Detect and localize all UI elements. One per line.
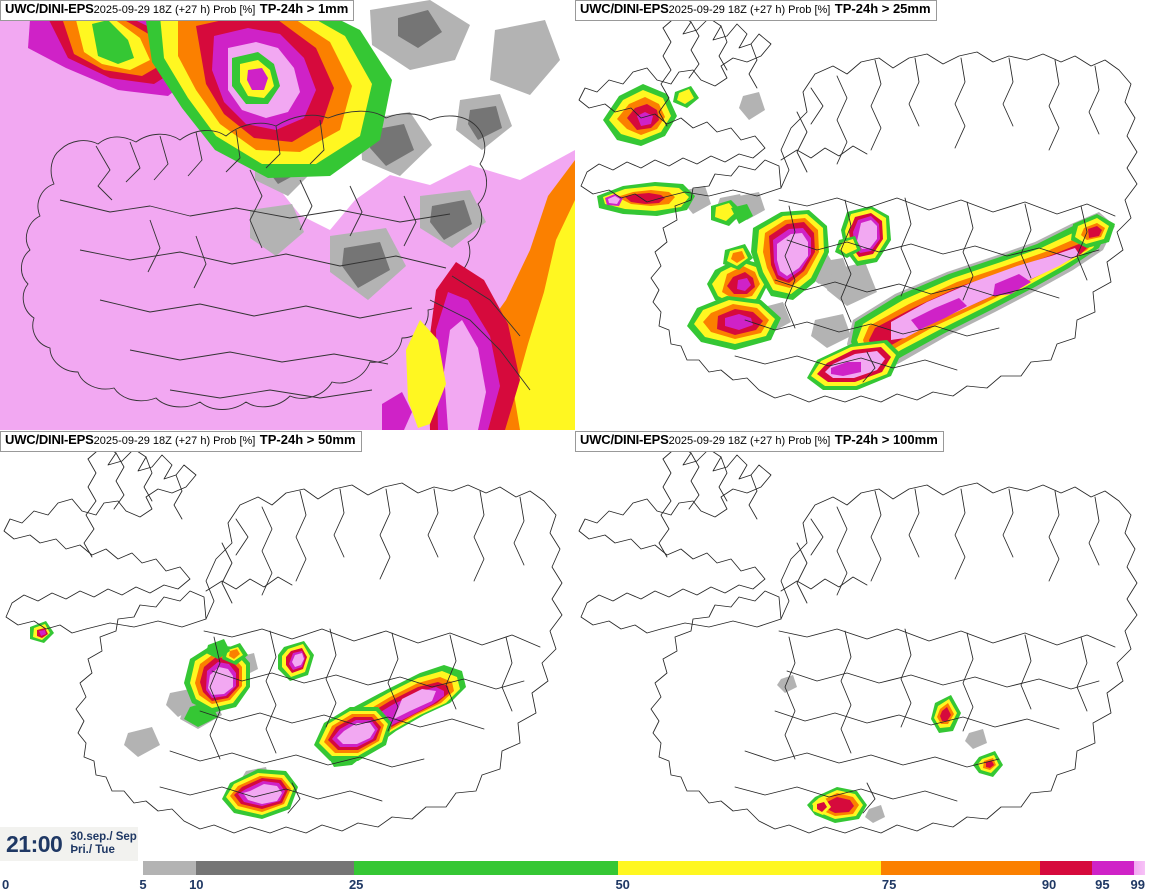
- colorbar-segment-green: [353, 861, 618, 875]
- valid-date: 30.sep./ Sep: [70, 831, 137, 843]
- colorbar-tick-10: 10: [189, 877, 204, 892]
- colorbar-tick-99: 99: [1130, 877, 1145, 892]
- probability-map-25mm: [575, 0, 1150, 430]
- colorbar-tick-25: 25: [348, 877, 364, 892]
- colorbar-segment-light-magenta: [1134, 861, 1145, 875]
- valid-time-box: 21:00 30.sep./ Sep Þri./ Tue: [0, 827, 138, 861]
- probability-map-1mm: [0, 0, 575, 430]
- colorbar-segment-yellow: [617, 861, 882, 875]
- legend-bar: 21:00 30.sep./ Sep Þri./ Tue 0 5 10 25 50 75 9…: [0, 827, 1150, 892]
- colorbar-segment-orange: [881, 861, 1040, 875]
- map-panel-tp24h-gt-1mm[interactable]: UWC/DINI-EPS2025-09-29 18Z (+27 h) Prob …: [0, 0, 575, 430]
- probability-map-100mm: [575, 431, 1150, 855]
- caption-model: UWC/DINI-EPS: [5, 432, 94, 447]
- colorbar-segment-magenta: [1092, 861, 1135, 875]
- colorbar-tick-75: 75: [881, 877, 897, 892]
- map-panel-tp24h-gt-50mm[interactable]: UWC/DINI-EPS2025-09-29 18Z (+27 h) Prob …: [0, 431, 575, 855]
- colorbar-segment-light-grey: [143, 861, 196, 875]
- colorbar-tick-0: 0: [2, 877, 10, 892]
- probability-colorbar[interactable]: [143, 861, 1145, 875]
- colorbar-tick-5: 5: [139, 877, 147, 892]
- colorbar-segment-crimson: [1039, 861, 1093, 875]
- colorbar-tick-50: 50: [615, 877, 630, 892]
- caption-parameter: TP-24h > 100mm: [834, 432, 938, 447]
- colorbar-segment-dark-grey: [195, 861, 354, 875]
- valid-date-column: 30.sep./ Sep Þri./ Tue: [70, 831, 136, 857]
- caption-model: UWC/DINI-EPS: [580, 432, 669, 447]
- colorbar-tick-90: 90: [1041, 877, 1057, 892]
- colorbar-tick-95: 95: [1095, 877, 1110, 892]
- caption-run: 2025-09-29 18Z (+27 h) Prob [%]: [93, 4, 256, 16]
- panel-caption-50mm: UWC/DINI-EPS2025-09-29 18Z (+27 h) Prob …: [0, 431, 362, 452]
- colorbar-wrapper: 0 5 10 25 50 75 90 95 99: [0, 861, 1150, 892]
- panel-caption-1mm: UWC/DINI-EPS2025-09-29 18Z (+27 h) Prob …: [0, 0, 355, 21]
- probability-map-50mm: [0, 431, 575, 855]
- map-panel-tp24h-gt-25mm[interactable]: UWC/DINI-EPS2025-09-29 18Z (+27 h) Prob …: [575, 0, 1150, 430]
- caption-run: 2025-09-29 18Z (+27 h) Prob [%]: [93, 435, 256, 447]
- valid-weekday: Þri./ Tue: [70, 844, 115, 856]
- caption-run: 2025-09-29 18Z (+27 h) Prob [%]: [668, 435, 831, 447]
- map-panel-tp24h-gt-100mm[interactable]: UWC/DINI-EPS2025-09-29 18Z (+27 h) Prob …: [575, 431, 1150, 855]
- panel-caption-100mm: UWC/DINI-EPS2025-09-29 18Z (+27 h) Prob …: [575, 431, 944, 452]
- caption-parameter: TP-24h > 25mm: [834, 1, 931, 16]
- caption-model: UWC/DINI-EPS: [580, 1, 669, 16]
- caption-parameter: TP-24h > 1mm: [259, 1, 349, 16]
- caption-run: 2025-09-29 18Z (+27 h) Prob [%]: [668, 4, 831, 16]
- caption-parameter: TP-24h > 50mm: [259, 432, 356, 447]
- valid-time-clock: 21:00: [6, 830, 63, 857]
- caption-model: UWC/DINI-EPS: [5, 1, 94, 16]
- panel-caption-25mm: UWC/DINI-EPS2025-09-29 18Z (+27 h) Prob …: [575, 0, 937, 21]
